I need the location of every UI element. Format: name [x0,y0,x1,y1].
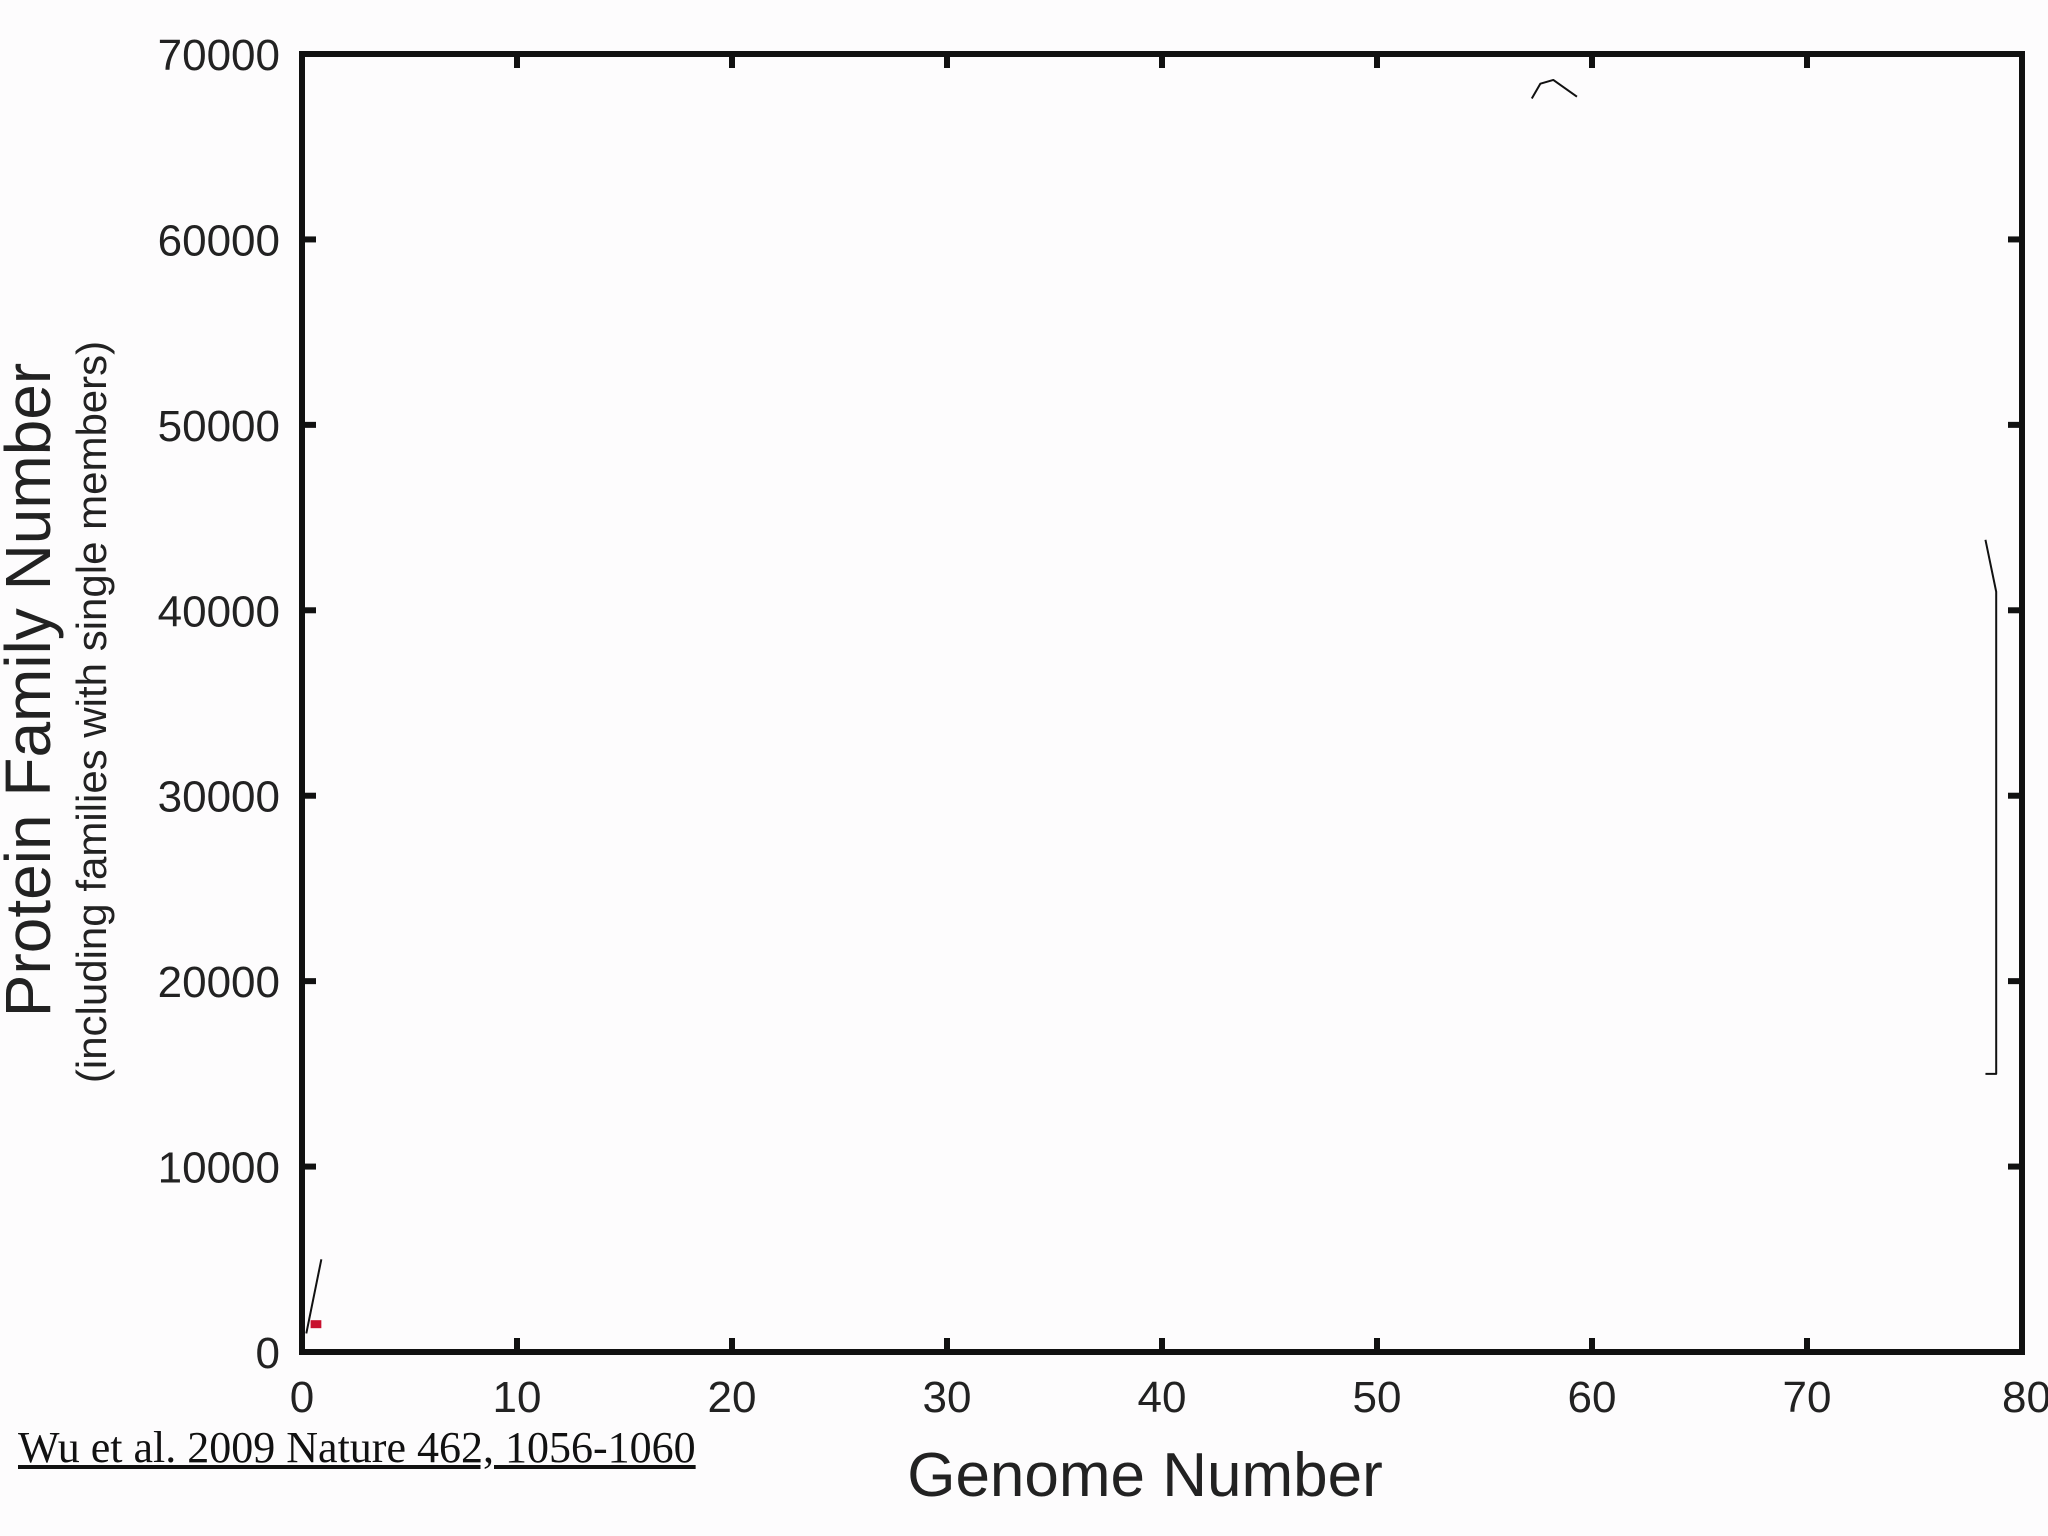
y-axis-title: Protein Family Number [0,363,64,1017]
x-tick-label: 0 [290,1373,314,1422]
y-tick-label: 40000 [158,587,280,636]
chart-marks [305,78,1998,1334]
x-tick-label: 40 [1138,1373,1187,1422]
axis-ticks [302,54,2022,1352]
annotation-stroke [1530,78,1578,100]
y-tick-label: 10000 [158,1144,280,1193]
x-tick-label: 10 [493,1373,542,1422]
y-axis-subtitle: (including families with single members) [68,341,115,1083]
y-tick-label: 70000 [158,31,280,80]
y-tick-label: 20000 [158,958,280,1007]
y-tick-label: 60000 [158,216,280,265]
annotation-stroke [305,1259,323,1334]
x-tick-label: 80 [2002,1373,2048,1422]
annotation-bracket [1984,539,1998,1075]
plot-frame [299,51,2025,1355]
x-axis-title: Genome Number [907,1441,1383,1510]
x-tick-label: 50 [1353,1373,1402,1422]
x-tick-label: 20 [708,1373,757,1422]
y-tick-label: 50000 [158,402,280,451]
x-tick-label: 70 [1783,1373,1832,1422]
citation-link[interactable]: Wu et al. 2009 Nature 462, 1056-1060 [18,1423,696,1472]
y-tick-label: 30000 [158,773,280,822]
y-tick-label: 0 [256,1329,280,1378]
x-tick-label: 30 [923,1373,972,1422]
tick-labels: 0 10 20 30 40 50 60 70 80 0 10000 20000 30000 40000 50… [158,31,2048,1422]
x-tick-label: 60 [1568,1373,1617,1422]
